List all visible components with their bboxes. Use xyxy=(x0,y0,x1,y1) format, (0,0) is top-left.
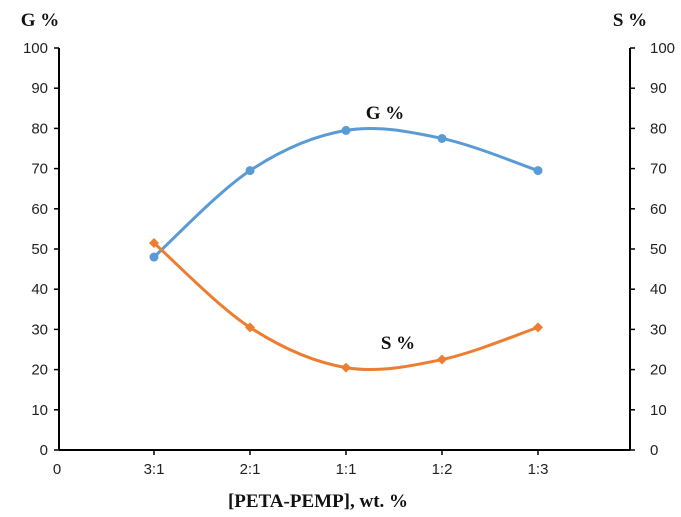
axes xyxy=(58,48,631,451)
x-origin-label: 0 xyxy=(53,461,61,478)
x-tick-label: 1:2 xyxy=(432,461,453,478)
left-y-tick-label: 50 xyxy=(31,241,48,258)
data-point-s xyxy=(341,362,351,373)
x-tick-label: 1:1 xyxy=(336,461,357,478)
left-y-tick-label: 70 xyxy=(31,161,48,178)
right-y-tick-label: 40 xyxy=(650,281,667,298)
right-y-tick-label: 90 xyxy=(650,80,667,97)
series xyxy=(149,125,543,373)
right-y-tick-label: 80 xyxy=(650,120,667,137)
right-y-tick-label: 50 xyxy=(650,241,667,258)
x-ticks: 3:1 2:1 1:1 1:2 1:3 xyxy=(144,450,549,478)
data-point-s xyxy=(437,354,447,365)
y-ticks: 0 10 10 20 20 30 30 40 40 50 50 60 60 70 70 80 80 90 90 100… xyxy=(23,40,675,459)
left-y-tick-label: 80 xyxy=(31,120,48,137)
data-point-g xyxy=(149,252,159,262)
right-y-tick-label: 100 xyxy=(650,40,675,57)
data-point-s xyxy=(149,237,159,248)
data-point-s xyxy=(245,322,255,333)
series-line-s xyxy=(153,241,539,371)
right-y-tick-label: 30 xyxy=(650,321,667,338)
x-axis-title: [PETA-PEMP], wt. % xyxy=(228,491,408,512)
left-y-tick-label: 30 xyxy=(31,321,48,338)
data-point-g xyxy=(245,166,255,176)
data-point-g xyxy=(341,125,351,135)
left-y-tick-label: 100 xyxy=(23,40,48,57)
left-y-tick-label: 90 xyxy=(31,80,48,97)
right-y-axis-title: S % xyxy=(613,10,647,31)
data-point-g xyxy=(437,133,447,143)
left-y-tick-label: 10 xyxy=(31,402,48,419)
right-y-tick-label: 20 xyxy=(650,362,667,379)
right-y-tick-label: 60 xyxy=(650,201,667,218)
left-y-tick-label: 0 xyxy=(40,442,48,459)
data-point-g xyxy=(533,166,543,176)
series-line-g xyxy=(152,127,539,259)
data-point-s xyxy=(533,322,543,333)
x-tick-label: 1:3 xyxy=(528,461,549,478)
left-y-tick-label: 40 xyxy=(31,281,48,298)
right-y-tick-label: 70 xyxy=(650,161,667,178)
series-label-g: G % xyxy=(366,103,405,124)
series-label-s: S % xyxy=(381,333,415,354)
left-y-tick-label: 20 xyxy=(31,362,48,379)
left-y-tick-label: 60 xyxy=(31,201,48,218)
x-tick-label: 3:1 xyxy=(144,461,165,478)
right-y-tick-label: 0 xyxy=(650,442,658,459)
right-y-tick-label: 10 xyxy=(650,402,667,419)
left-y-axis-title: G % xyxy=(21,10,60,31)
x-tick-label: 2:1 xyxy=(240,461,261,478)
